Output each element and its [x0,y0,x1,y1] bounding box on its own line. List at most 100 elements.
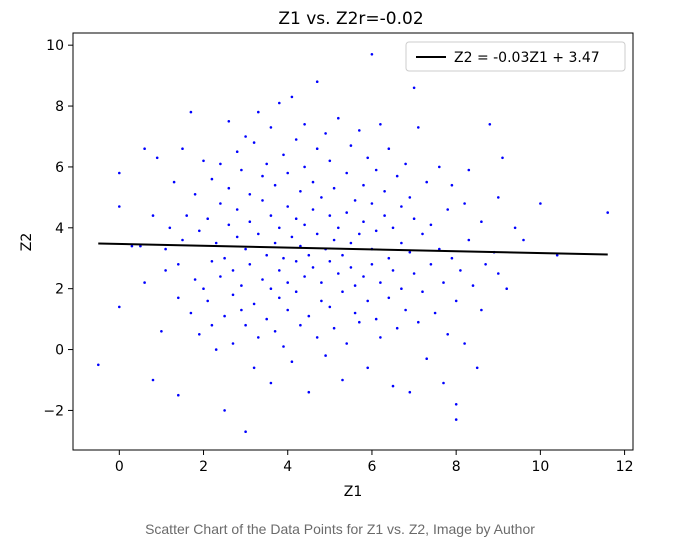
scatter-point [223,409,226,412]
scatter-point [303,165,306,169]
scatter-point [235,208,239,211]
scatter-point [231,269,235,272]
scatter-point [463,202,466,205]
y-tick-label: 8 [55,99,64,115]
scatter-point [273,183,277,187]
scatter-point [307,314,311,318]
scatter-point [429,223,433,227]
scatter-point [311,180,315,184]
scatter-point [475,366,479,370]
scatter-point [303,223,306,227]
scatter-point [210,260,214,263]
scatter-point [282,345,285,348]
scatter-point [244,323,247,327]
scatter-point [450,256,454,260]
scatter-point [177,296,180,300]
scatter-point [374,229,378,233]
scatter-point [189,311,193,315]
scatter-point [290,95,294,99]
scatter-point [379,281,382,284]
scatter-point [404,308,407,312]
scatter-point [480,308,483,312]
scatter-point [257,110,260,114]
scatter-point [379,123,382,126]
scatter-point [391,269,395,272]
scatter-point [412,217,416,220]
scatter-point [97,363,100,367]
scatter-point [408,250,412,254]
scatter-point [315,80,319,83]
scatter-point [261,174,264,178]
scatter-point [400,241,403,245]
scatter-point [151,214,155,217]
y-tick-label: 6 [55,160,64,176]
scatter-point [278,226,281,230]
scatter-point [273,241,277,245]
scatter-point [227,186,231,190]
scatter-point [189,110,193,114]
x-tick-label: 10 [531,459,549,475]
scatter-point [332,326,336,330]
scatter-point [467,238,471,242]
scatter-point [219,202,222,205]
scatter-point [497,272,500,275]
scatter-point [294,260,298,263]
scatter-point [206,217,209,220]
scatter-point [210,177,214,181]
scatter-point [269,214,273,217]
scatter-point [353,199,357,202]
scatter-point [294,217,298,220]
scatter-point [311,266,315,269]
scatter-point [471,284,475,287]
scatter-point [286,308,290,312]
scatter-point [160,330,163,333]
scatter-point [278,269,281,272]
scatter-point [265,317,269,321]
x-tick-label: 12 [616,459,634,475]
scatter-point [446,208,450,211]
scatter-point [374,317,378,321]
scatter-point [341,290,344,294]
scatter-point [269,287,273,291]
scatter-point [240,284,243,287]
scatter-point [286,171,290,175]
scatter-point [555,253,559,257]
scatter-point [303,275,306,278]
scatter-point [324,132,327,135]
scatter-point [235,150,239,153]
scatter-point [151,378,155,382]
scatter-point [181,147,184,150]
scatter-point [320,299,323,303]
scatter-point [358,129,361,132]
scatter-point [324,354,327,357]
scatter-point [164,269,167,272]
scatter-point [227,223,231,227]
scatter-point [252,302,256,306]
x-tick-label: 4 [283,459,292,475]
scatter-point [442,381,445,385]
scatter-point [177,393,180,397]
scatter-point [202,287,205,291]
scatter-point [400,287,403,291]
scatter-point [345,171,349,175]
scatter-point [383,214,386,217]
scatter-point [223,314,226,318]
scatter-point [299,323,302,327]
scatter-point [227,120,231,123]
scatter-point [463,342,466,345]
scatter-point [214,241,218,245]
scatter-point [223,256,226,260]
scatter-point [606,211,609,214]
scatter-point [257,336,260,339]
scatter-point [286,205,290,208]
scatter-point [433,311,437,315]
scatter-point [311,208,315,211]
scatter-point [362,183,365,187]
scatter-point [522,238,525,242]
scatter-point [484,263,487,266]
scatter-point [442,281,445,284]
scatter-point [240,308,243,312]
scatter-point [467,168,471,172]
scatter-point [513,226,517,230]
scatter-point [168,226,172,230]
